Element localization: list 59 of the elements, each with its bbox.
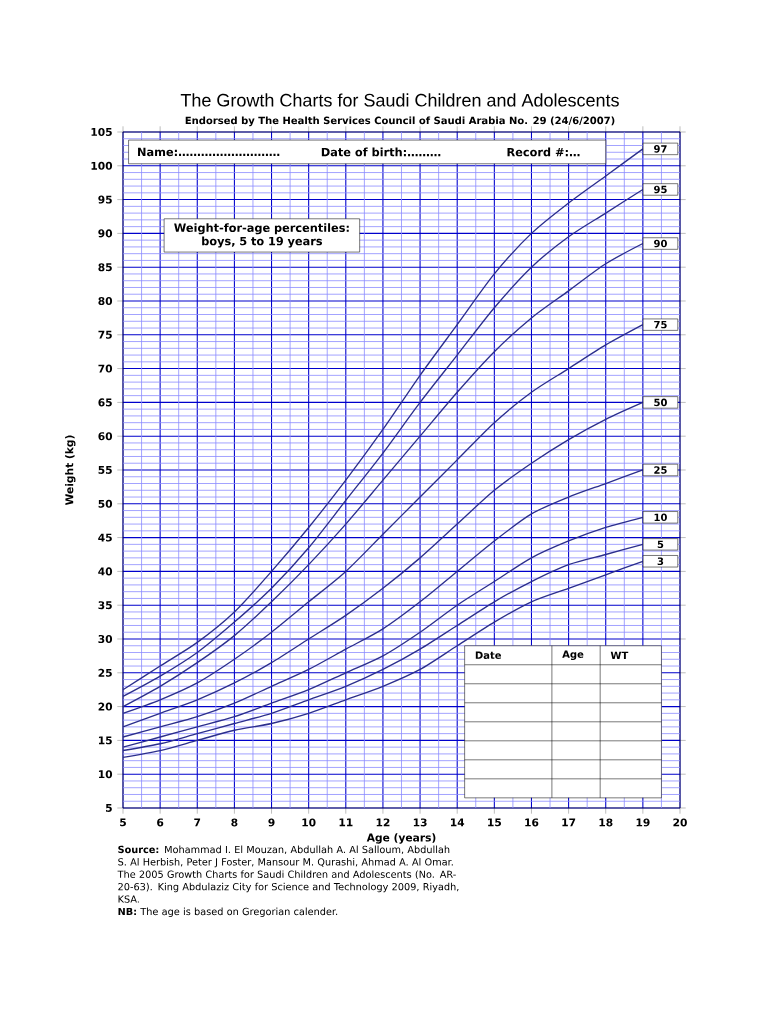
- annotation: Date of birth:………: [321, 147, 441, 157]
- series-label: 95: [654, 185, 667, 194]
- series-label: 10: [654, 513, 667, 522]
- x-tick-label: 7: [194, 818, 201, 827]
- x-tick-label: 5: [120, 818, 126, 827]
- x-tick-label: 12: [376, 818, 390, 827]
- y-tick-label: 65: [98, 398, 112, 407]
- x-tick-label: 9: [268, 818, 275, 827]
- series-label: 5: [657, 540, 664, 549]
- annotation: Weight-for-age percentiles: boys, 5 to 19 years: [174, 223, 349, 248]
- series-label: 50: [654, 398, 667, 407]
- y-tick-label: 75: [98, 330, 112, 339]
- annotation: Record #:…: [507, 147, 580, 157]
- x-tick-label: 18: [599, 818, 613, 827]
- y-tick-label: 105: [91, 127, 112, 137]
- y-tick-label: 45: [98, 533, 112, 542]
- annotation: Date: [475, 651, 502, 659]
- x-tick-label: 8: [231, 818, 238, 827]
- x-tick-label: 6: [157, 818, 164, 827]
- y-tick-label: 40: [98, 567, 113, 576]
- y-tick-label: 5: [105, 804, 112, 812]
- x-tick-label: 16: [525, 818, 539, 827]
- y-tick-label: 30: [98, 634, 113, 644]
- x-tick-label: 20: [673, 818, 687, 827]
- y-tick-label: 95: [98, 195, 112, 204]
- x-tick-label: 14: [450, 818, 465, 827]
- x-tick-label: 11: [339, 818, 353, 827]
- y-axis-title: Weight (kg): [65, 435, 76, 506]
- x-tick-label: 15: [488, 818, 502, 827]
- y-tick-label: 25: [98, 668, 112, 677]
- annotation: Name:………………………: [138, 147, 280, 157]
- series-label: 3: [657, 557, 664, 566]
- y-tick-label: 90: [98, 229, 113, 238]
- x-tick-label: 19: [636, 818, 650, 827]
- chart-subtitle: Endorsed by The Health Services Council of Saudi Arabia No. 29 (24/6/2007): [185, 116, 615, 127]
- y-tick-label: 20: [98, 702, 113, 711]
- series-label: 75: [654, 320, 667, 329]
- series-label: 25: [654, 466, 667, 474]
- y-tick-label: 55: [98, 466, 112, 474]
- series-label: 97: [654, 145, 667, 153]
- y-tick-label: 35: [98, 601, 112, 610]
- y-tick-label: 85: [98, 263, 112, 272]
- text: NB: The age is based on Gregorian calender.: [118, 907, 338, 918]
- series-label: 90: [654, 239, 667, 248]
- x-tick-label: 17: [562, 818, 576, 827]
- y-tick-label: 60: [98, 432, 113, 441]
- annotation: Age: [562, 650, 584, 660]
- y-tick-label: 100: [91, 161, 113, 170]
- chart-title: The Growth Charts for Saudi Children and Adolescents: [180, 93, 619, 107]
- annotation: WT: [610, 651, 629, 659]
- y-tick-label: 10: [98, 770, 113, 779]
- y-tick-label: 15: [98, 736, 112, 745]
- y-tick-label: 80: [98, 296, 113, 306]
- text: Source: Mohammad I. El Mouzan, Abdullah A. Al Salloum, Abdullah S. Al Herbish, Peter J Foster, Mansour M. Qurashi, Ahmad A. Al Omar. The 2005 Growth Charts for Saudi Children and Adolescents (No. AR-20-63). King Abdulaziz City for Science and Technology 2009, Riyadh, KSA.: [117, 845, 459, 903]
- x-tick-label: 10: [302, 818, 316, 827]
- y-tick-label: 50: [98, 499, 113, 508]
- x-axis-title: Age (years): [366, 833, 436, 844]
- y-tick-label: 70: [98, 364, 113, 373]
- x-tick-label: 13: [413, 818, 427, 827]
